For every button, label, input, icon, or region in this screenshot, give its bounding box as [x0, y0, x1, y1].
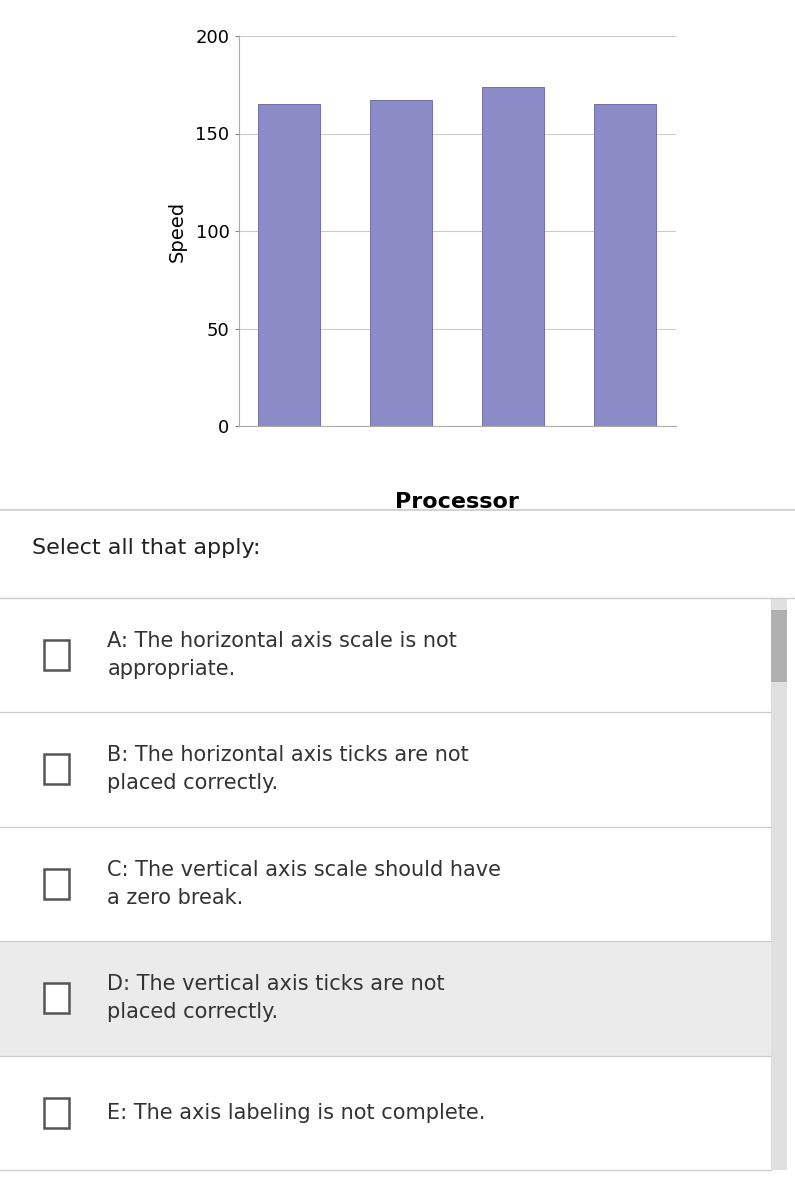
- Bar: [483, 86, 544, 426]
- Text: B: The horizontal axis ticks are not
placed correctly.: B: The horizontal axis ticks are not pla…: [107, 745, 469, 793]
- Bar: [370, 101, 432, 426]
- Text: Select all that apply:: Select all that apply:: [32, 538, 260, 558]
- Text: D: The vertical axis ticks are not
placed correctly.: D: The vertical axis ticks are not place…: [107, 974, 445, 1022]
- Text: A: The horizontal axis scale is not
appropriate.: A: The horizontal axis scale is not appr…: [107, 631, 457, 679]
- Text: Processor: Processor: [395, 492, 519, 512]
- Bar: [595, 104, 656, 426]
- Text: C: The vertical axis scale should have
a zero break.: C: The vertical axis scale should have a…: [107, 859, 502, 907]
- Y-axis label: Speed: Speed: [168, 200, 187, 262]
- Bar: [258, 104, 320, 426]
- Text: E: The axis labeling is not complete.: E: The axis labeling is not complete.: [107, 1103, 486, 1123]
